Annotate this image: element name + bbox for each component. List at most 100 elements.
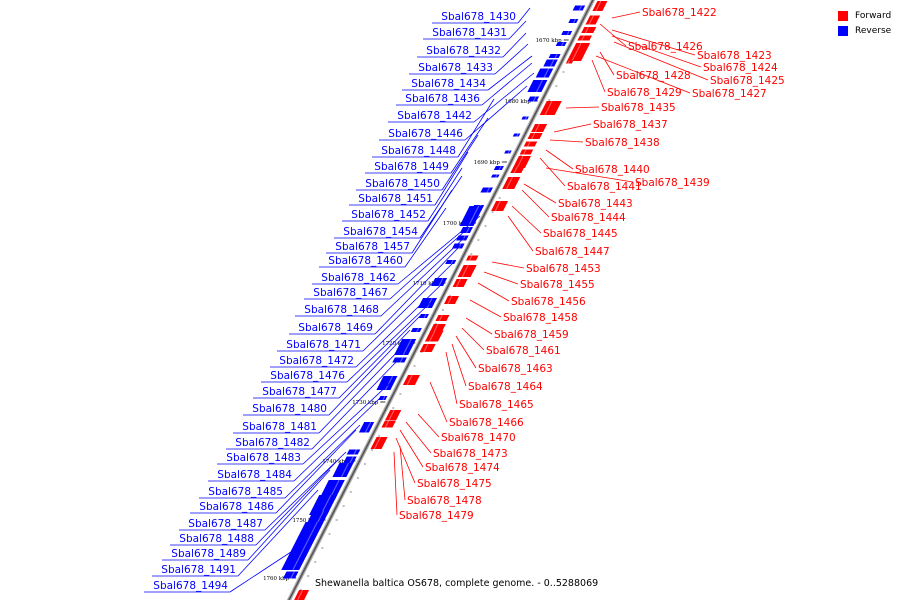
reverse-gene-label: Sbal678_1457 (335, 241, 410, 253)
gene-block-shine (527, 141, 531, 147)
gene-block-shine (516, 133, 519, 137)
reverse-gene-label: Sbal678_1477 (262, 386, 337, 398)
legend-forward-label: Forward (855, 10, 892, 21)
forward-leader-line (611, 29, 696, 56)
reverse-gene-label: Sbal678_1452 (351, 209, 426, 221)
reverse-gene-block (535, 68, 554, 78)
forward-leader-line (549, 139, 584, 143)
axis-tick-label: 1670 kbp (536, 38, 563, 44)
forward-gene-block (539, 101, 562, 115)
reverse-gene-label: Sbal678_1467 (313, 287, 388, 299)
gene-block-shine (581, 35, 585, 41)
reverse-leader-line (229, 545, 301, 593)
reverse-leader-line (264, 451, 347, 531)
gene-block-shine (468, 255, 473, 261)
axis-line (288, 0, 594, 600)
forward-gene-block (419, 344, 436, 352)
forward-gene-block (370, 437, 388, 449)
reverse-gene-block (521, 116, 529, 120)
forward-gene-label: Sbal678_1428 (616, 70, 691, 82)
gene-block-shine (566, 30, 570, 36)
forward-gene-block (577, 35, 592, 41)
gene-block-shine (560, 41, 565, 47)
forward-gene-block (466, 255, 479, 261)
forward-leader-line (451, 343, 467, 387)
reverse-gene-block (378, 396, 388, 400)
gene-block-shine (423, 313, 427, 319)
gene-block-shine (468, 205, 480, 227)
reverse-gene-label: Sbal678_1487 (188, 518, 263, 530)
legend-reverse-label: Reverse (855, 25, 892, 36)
gene-block-shine (402, 338, 412, 356)
gene-block-shine (495, 174, 498, 178)
gene-block-shine (543, 68, 550, 78)
reverse-gene-block (456, 235, 469, 241)
reverse-gene-block (417, 298, 437, 308)
reverse-gene-block (392, 357, 407, 363)
reverse-leader-line (502, 32, 527, 58)
forward-leader-line (565, 106, 600, 109)
legend-reverse-swatch (838, 25, 848, 36)
forward-leader-line (395, 437, 416, 484)
reverse-leader-line (355, 281, 445, 368)
axis-tick-label: 1680 kbp (505, 99, 532, 105)
gene-block-shine (353, 449, 357, 455)
forward-leader-line (523, 183, 557, 204)
reverse-gene-label: Sbal678_1449 (374, 161, 449, 173)
forward-gene-label: Sbal678_1424 (703, 62, 778, 74)
reverse-gene-label: Sbal678_1494 (153, 580, 228, 592)
forward-gene-label: Sbal678_1459 (494, 329, 569, 341)
gene-block-shine (535, 79, 544, 93)
forward-gene-block (402, 375, 420, 385)
reverse-leader-line (284, 424, 361, 499)
reverse-gene-block (394, 339, 417, 355)
reverse-leader-line (362, 261, 455, 352)
reverse-gene-block (548, 54, 561, 58)
forward-gene-label: Sbal678_1461 (486, 345, 561, 357)
reverse-leader-line (311, 359, 399, 450)
forward-gene-label: Sbal678_1427 (692, 88, 767, 100)
reverse-gene-label: Sbal678_1430 (441, 11, 516, 23)
leader-lines (144, 7, 709, 593)
gene-block-shine (364, 427, 369, 433)
gene-block-shine (554, 53, 558, 59)
gene-block-shine (461, 264, 469, 278)
gene-block-shine (498, 165, 502, 171)
gene-block-shine (349, 456, 354, 464)
reverse-leader-line (389, 229, 467, 300)
forward-gene-label: Sbal678_1470 (441, 432, 516, 444)
gene-block-shine (416, 327, 420, 333)
gene-block-shine (549, 59, 555, 67)
gene-block-shine (513, 166, 518, 174)
reverse-gene-label: Sbal678_1446 (388, 128, 463, 140)
reverse-gene-label: Sbal678_1454 (343, 226, 418, 238)
forward-gene-block (592, 1, 608, 11)
forward-gene-block (527, 133, 543, 139)
gene-block-shine (534, 123, 540, 133)
reverse-leader-line (464, 85, 528, 141)
gene-block-shine (399, 357, 404, 363)
forward-gene-label: Sbal678_1458 (503, 312, 578, 324)
gene-block-shine (447, 295, 453, 305)
reverse-gene-label: Sbal678_1488 (179, 533, 254, 545)
reverse-leader-line (487, 55, 533, 91)
reverse-leader-line (450, 117, 489, 174)
gene-block-shine (584, 26, 590, 34)
forward-leader-line (599, 23, 627, 47)
forward-gene-block (531, 124, 548, 132)
reverse-gene-block (459, 227, 473, 233)
forward-leader-line (465, 317, 493, 335)
reverse-gene-label: Sbal678_1434 (411, 78, 486, 90)
gene-block-shine (522, 149, 527, 155)
reverse-leader-line (237, 489, 319, 577)
reverse-leader-line (508, 20, 527, 40)
gene-block-shine (505, 176, 514, 190)
forward-leader-line (455, 335, 477, 369)
forward-gene-block (385, 410, 402, 420)
reverse-leader-line (328, 329, 411, 416)
gene-block-shine (428, 330, 436, 342)
forward-gene-block (444, 296, 459, 304)
forward-gene-label: Sbal678_1422 (642, 7, 717, 19)
reverse-gene-block (282, 571, 299, 579)
